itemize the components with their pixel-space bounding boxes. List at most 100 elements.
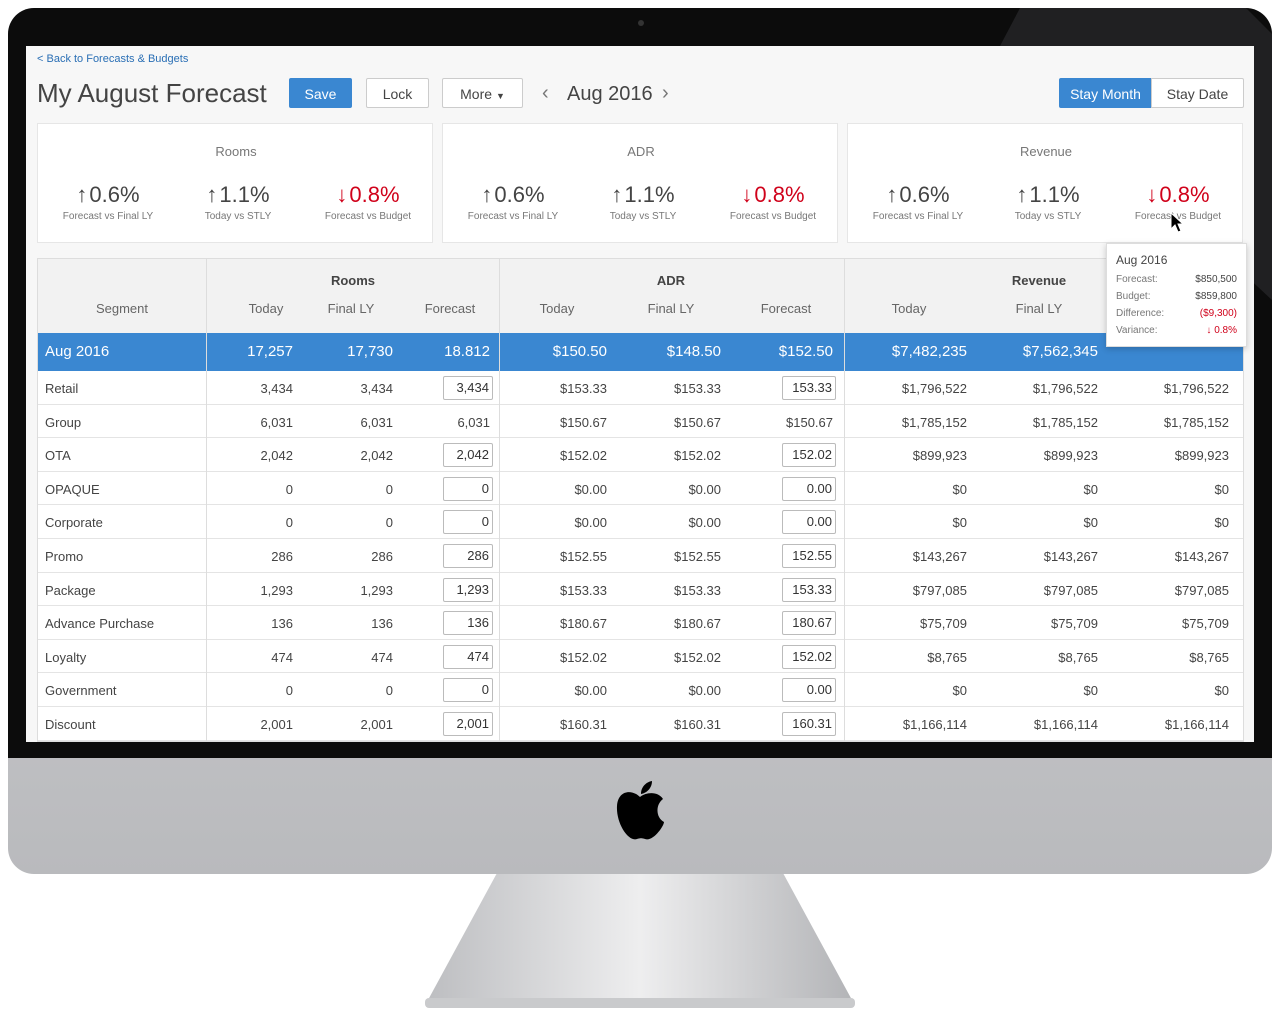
kpi-card: Revenue ↑0.6% Forecast vs Final LY ↑1.1% Tod… <box>847 123 1243 243</box>
mouse-cursor <box>1170 212 1185 233</box>
segment-label: OPAQUE <box>45 481 100 497</box>
forecast-input[interactable]: 0 <box>443 678 493 703</box>
table-header-bg <box>38 259 1243 333</box>
forecast-input[interactable]: 152.55 <box>782 544 836 568</box>
table-cell: $1,796,522 <box>901 381 967 396</box>
table-cell: $0 <box>1083 481 1098 497</box>
kpi-value-text: 1.1% <box>219 182 270 207</box>
kpi-label: Forecast vs Final LY <box>467 211 559 222</box>
forecast-input[interactable]: 0 <box>443 476 493 501</box>
table-cell: $0.00 <box>688 481 721 497</box>
forecast-input[interactable]: 160.31 <box>782 712 836 736</box>
column-header: Forecast <box>424 301 476 316</box>
segment-label: Group <box>45 414 82 430</box>
forecast-input[interactable]: 3,434 <box>443 376 493 400</box>
monitor-stand <box>428 873 852 1000</box>
period-label: Aug 2016 <box>567 83 653 105</box>
arrow-down: ↓ <box>741 182 753 207</box>
forecast-input[interactable]: 153.33 <box>782 376 836 400</box>
column-header: Today <box>539 301 575 316</box>
stay-date-toggle[interactable]: Stay Date <box>1151 78 1244 108</box>
table-cell: $797,085 <box>912 582 967 598</box>
forecast-input[interactable]: 153.33 <box>782 577 836 602</box>
forecast-input[interactable]: 152.02 <box>782 644 836 669</box>
forecast-input[interactable]: 286 <box>443 544 493 568</box>
tooltip-value-text: 0.8% <box>1214 325 1237 336</box>
table-cell: 2,001 <box>260 717 293 732</box>
kpi-value-text: 1.1% <box>624 182 675 207</box>
table-cell: $152.02 <box>674 649 721 665</box>
forecast-input[interactable]: 0 <box>443 510 493 535</box>
table-cell: $0.00 <box>574 515 607 531</box>
kpi-value-text: 0.8% <box>1159 182 1210 207</box>
column-separator <box>844 259 845 741</box>
page-title: My August Forecast <box>37 78 267 108</box>
forecast-input[interactable]: 0.00 <box>782 476 836 501</box>
forecast-input[interactable]: 1,293 <box>443 577 493 602</box>
back-link[interactable]: < Back to Forecasts & Budgets <box>37 53 188 65</box>
table-cell: $75,709 <box>1051 616 1098 632</box>
table-cell: 3,434 <box>360 381 393 396</box>
segment-label: Retail <box>45 381 79 396</box>
table-cell: $1,166,114 <box>1164 717 1229 732</box>
table-cell: $75,709 <box>920 616 967 632</box>
kpi-card-title: Revenue <box>1019 144 1073 159</box>
summary-label: Aug 2016 <box>45 343 110 360</box>
kpi-card: Rooms ↑0.6% Forecast vs Final LY ↑1.1% Today… <box>37 123 433 243</box>
prev-month[interactable]: ‹ <box>542 82 549 104</box>
summary-cell: 18.812 <box>444 343 490 360</box>
stay-month-toggle[interactable]: Stay Month <box>1059 78 1152 108</box>
more-label: More <box>460 86 493 102</box>
table-row <box>38 371 1243 405</box>
kpi-value: ↓0.8% <box>1108 182 1248 208</box>
table-cell: $1,785,152 <box>901 414 967 430</box>
kpi-value-text: 0.8% <box>754 182 805 207</box>
forecast-input[interactable]: 0.00 <box>782 678 836 703</box>
segment-label: Promo <box>45 549 84 564</box>
forecast-input[interactable]: 136 <box>443 611 493 636</box>
arrow-up: ↑ <box>886 182 898 207</box>
lock-button[interactable]: Lock <box>366 78 429 108</box>
forecast-input[interactable]: 180.67 <box>782 611 836 636</box>
kpi-value: ↑0.6% <box>38 182 178 208</box>
table-cell: $899,923 <box>1174 448 1229 464</box>
tooltip-label: Forecast: <box>1116 274 1158 285</box>
table-cell: $150.67 <box>560 414 607 430</box>
table-cell: 6,031 <box>360 414 393 430</box>
monitor-base <box>425 998 855 1008</box>
column-separator <box>499 259 500 741</box>
arrow-up: ↑ <box>481 182 493 207</box>
back-chevron: < <box>37 53 47 65</box>
kpi-value: ↓0.8% <box>298 182 438 208</box>
table-cell: 1,293 <box>260 582 293 598</box>
forecast-input[interactable]: 152.02 <box>782 443 836 468</box>
segment-label: Loyalty <box>45 649 87 665</box>
table-cell: $152.55 <box>674 549 721 564</box>
forecast-input[interactable]: 2,042 <box>443 443 493 468</box>
kpi-value: ↑1.1% <box>978 182 1118 208</box>
kpi-value-text: 0.6% <box>494 182 545 207</box>
kpi-value-text: 0.8% <box>349 182 400 207</box>
kpi-label: Forecast vs Budget <box>324 211 412 222</box>
forecast-input[interactable]: 2,001 <box>443 712 493 736</box>
forecast-input[interactable]: 474 <box>443 644 493 669</box>
table-cell: $0 <box>1214 481 1229 497</box>
summary-cell: $7,482,235 <box>891 343 967 360</box>
column-header: Final LY <box>1015 301 1063 316</box>
save-button[interactable]: Save <box>289 78 352 108</box>
summary-cell: $152.50 <box>778 343 833 360</box>
table-cell: $75,709 <box>1182 616 1229 632</box>
table-cell: $1,785,152 <box>1163 414 1229 430</box>
table-cell: $797,085 <box>1174 582 1229 598</box>
arrow-down: ↓ <box>336 182 348 207</box>
summary-row <box>38 333 1243 371</box>
forecast-table: Segment Rooms Today Final LY Forecast ADR Toda… <box>37 258 1244 742</box>
next-month[interactable]: › <box>662 82 669 104</box>
table-row <box>38 707 1243 741</box>
more-button[interactable]: More ▼ <box>442 78 523 108</box>
table-cell: $8,765 <box>1058 649 1098 665</box>
table-cell: $0 <box>1214 683 1229 699</box>
tooltip-value-text: $850,500 <box>1195 274 1237 285</box>
arrow-down: ↓ <box>1146 182 1158 207</box>
forecast-input[interactable]: 0.00 <box>782 510 836 535</box>
